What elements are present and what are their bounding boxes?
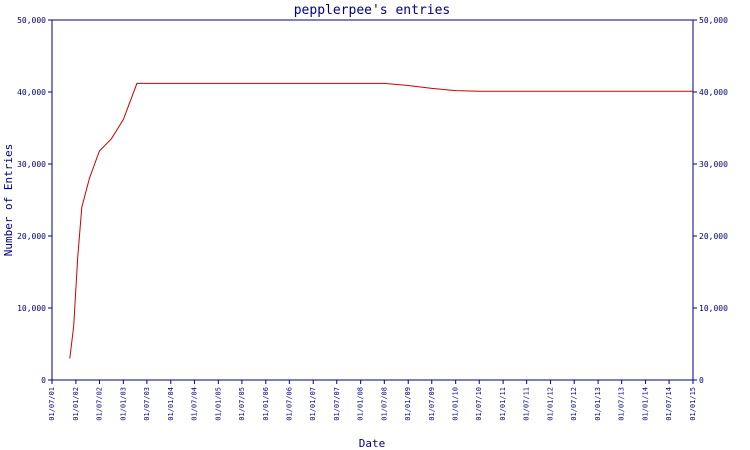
x-tick-label: 01/07/12 bbox=[570, 387, 578, 421]
x-tick-label: 01/07/05 bbox=[238, 387, 246, 421]
x-tick-label: 01/07/09 bbox=[428, 387, 436, 421]
x-tick-label: 01/07/13 bbox=[618, 387, 626, 421]
right-y-tick-label: 10,000 bbox=[699, 304, 728, 313]
x-tick-label: 01/01/09 bbox=[404, 387, 412, 421]
left-y-tick-label: 10,000 bbox=[17, 304, 46, 313]
right-y-tick-label: 0 bbox=[699, 376, 704, 385]
x-tick-label: 01/01/07 bbox=[309, 387, 317, 421]
x-tick-label: 01/07/02 bbox=[95, 387, 103, 421]
x-tick-label: 01/07/07 bbox=[333, 387, 341, 421]
x-tick-label: 01/07/06 bbox=[285, 387, 293, 421]
x-tick-label: 01/01/10 bbox=[452, 387, 460, 421]
x-tick-label: 01/01/14 bbox=[642, 387, 650, 421]
x-axis-label: Date bbox=[359, 437, 386, 450]
chart-title: pepplerpee's entries bbox=[294, 3, 451, 18]
left-y-tick-label: 20,000 bbox=[17, 232, 46, 241]
x-tick-label: 01/01/05 bbox=[214, 387, 222, 421]
x-tick-label: 01/07/08 bbox=[380, 387, 388, 421]
x-tick-label: 01/01/15 bbox=[689, 387, 697, 421]
right-y-axis: 0 10,000 20,000 30,000 40,000 50,000 bbox=[693, 16, 728, 385]
right-y-tick-label: 30,000 bbox=[699, 160, 728, 169]
left-y-tick-label: 0 bbox=[41, 376, 46, 385]
left-y-axis: 0 10,000 20,000 30,000 40,000 50,000 bbox=[17, 16, 52, 385]
series-line bbox=[69, 82, 693, 359]
x-tick-label: 01/07/14 bbox=[665, 387, 673, 421]
x-tick-label: 01/01/13 bbox=[594, 387, 602, 421]
x-axis: 01/07/01 01/01/02 01/07/02 01/01/03 01/07/03… bbox=[48, 380, 697, 421]
x-tick-label: 01/01/11 bbox=[499, 387, 507, 421]
x-tick-label: 01/01/03 bbox=[119, 387, 127, 421]
x-tick-label: 01/07/03 bbox=[143, 387, 151, 421]
x-tick-label: 01/01/06 bbox=[262, 387, 270, 421]
plot-frame bbox=[51, 19, 694, 381]
right-y-tick-label: 20,000 bbox=[699, 232, 728, 241]
x-tick-label: 01/07/04 bbox=[190, 387, 198, 421]
left-y-tick-label: 30,000 bbox=[17, 160, 46, 169]
right-y-tick-label: 40,000 bbox=[699, 88, 728, 97]
x-tick-label: 01/01/04 bbox=[167, 387, 175, 421]
x-tick-label: 01/07/11 bbox=[523, 387, 531, 421]
series-layer bbox=[69, 82, 693, 359]
y-axis-label: Number of Entries bbox=[2, 144, 15, 257]
x-tick-label: 01/01/12 bbox=[547, 387, 555, 421]
left-y-tick-label: 40,000 bbox=[17, 88, 46, 97]
x-tick-label: 01/01/08 bbox=[357, 387, 365, 421]
left-y-tick-label: 50,000 bbox=[17, 16, 46, 25]
right-y-tick-label: 50,000 bbox=[699, 16, 728, 25]
x-tick-label: 01/07/01 bbox=[48, 387, 56, 421]
x-tick-label: 01/01/02 bbox=[72, 387, 80, 421]
x-tick-label: 01/07/10 bbox=[475, 387, 483, 421]
